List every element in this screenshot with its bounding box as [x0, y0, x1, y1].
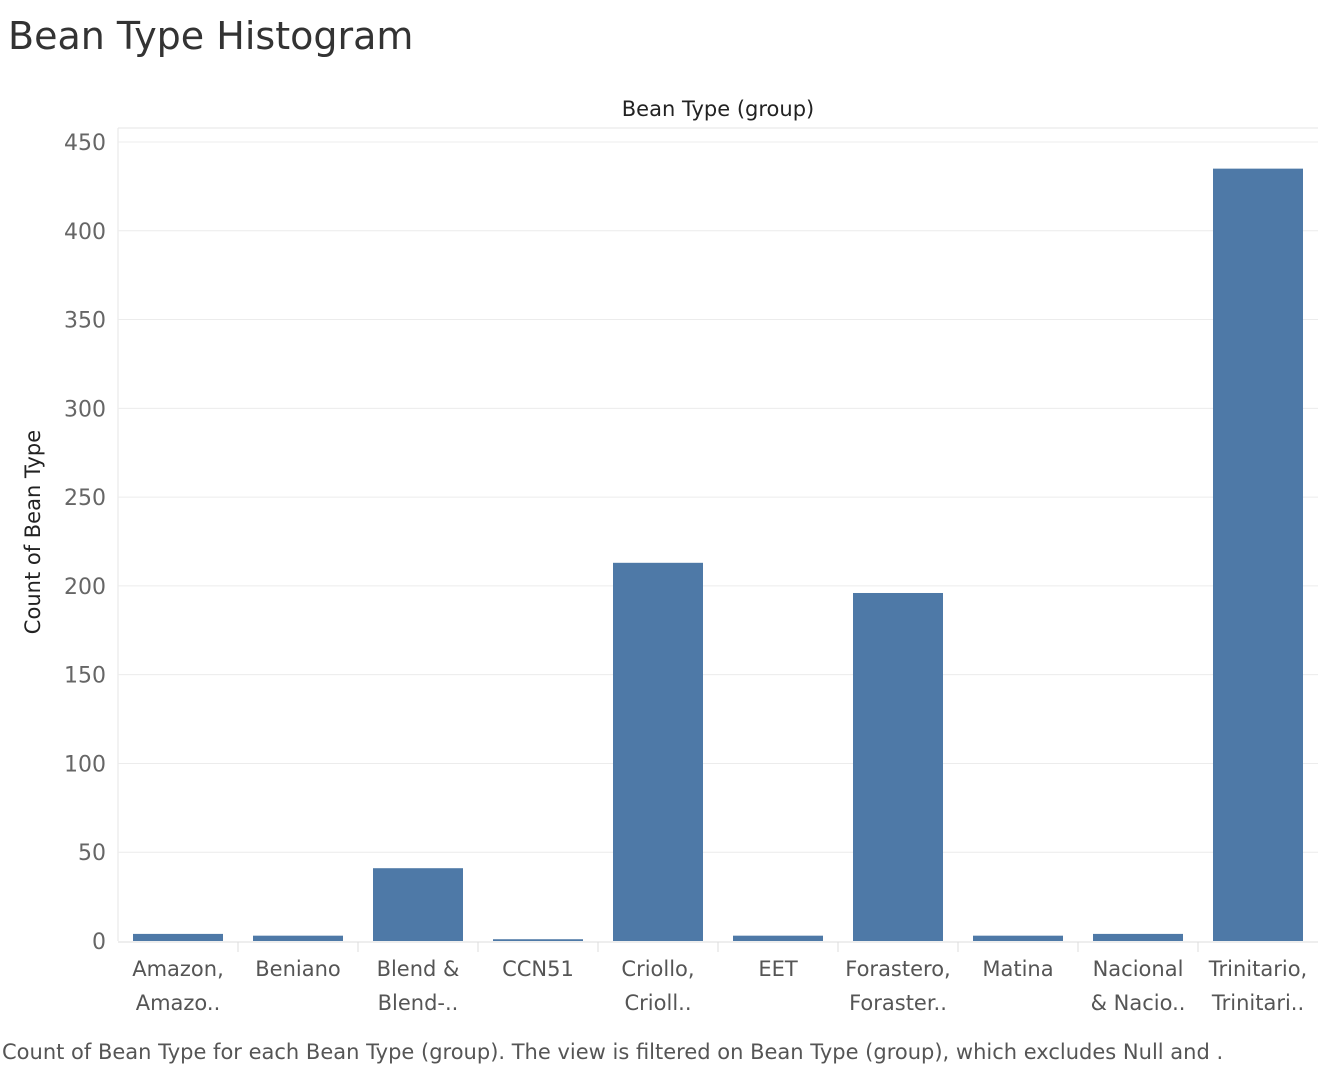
- x-tick-label: Nacional: [1093, 957, 1184, 981]
- bar: [733, 935, 823, 941]
- bar: [493, 939, 583, 941]
- x-tick-label: Crioll..: [625, 991, 692, 1015]
- x-tick-label: Criollo,: [621, 957, 694, 981]
- y-tick-label: 150: [64, 664, 106, 689]
- bar: [613, 562, 703, 941]
- x-tick-label: Trinitari..: [1211, 991, 1304, 1015]
- x-tick-label: Trinitario,: [1208, 957, 1307, 981]
- bar: [1093, 933, 1183, 941]
- x-tick-label: Amazo..: [136, 991, 221, 1015]
- y-axis-title: Count of Bean Type: [21, 430, 45, 634]
- y-tick-label: 450: [64, 131, 106, 156]
- bar: [133, 933, 223, 941]
- x-tick-label: Amazon,: [132, 957, 224, 981]
- x-tick-label: Foraster..: [849, 991, 947, 1015]
- x-tick-label: Forastero,: [845, 957, 950, 981]
- y-tick-label: 250: [64, 486, 106, 511]
- bar: [373, 868, 463, 941]
- bar-chart: Bean Type (group) 0 50 100 150 200 250 300 350 40…: [21, 97, 1318, 1015]
- y-tick-label: 300: [64, 397, 106, 422]
- x-axis-header-label: Bean Type (group): [622, 97, 814, 121]
- bar: [853, 592, 943, 941]
- x-tick-label: & Nacio..: [1091, 991, 1186, 1015]
- y-tick-label: 400: [64, 220, 106, 245]
- y-tick-label: 100: [64, 752, 106, 777]
- y-tick-label: 350: [64, 309, 106, 334]
- chart-caption: Count of Bean Type for each Bean Type (g…: [2, 1040, 1224, 1064]
- y-tick-label: 200: [64, 575, 106, 600]
- x-tick-label: Beniano: [255, 957, 341, 981]
- y-tick-label: 50: [78, 841, 106, 866]
- bar: [1213, 168, 1303, 942]
- x-tick-label: CCN51: [502, 957, 574, 981]
- chart-title: Bean Type Histogram: [8, 14, 414, 58]
- x-tick-label: EET: [758, 957, 798, 981]
- x-tick-label: Matina: [982, 957, 1053, 981]
- bar: [973, 935, 1063, 941]
- x-tick-label: Blend-..: [378, 991, 459, 1015]
- y-tick-label: 0: [92, 930, 106, 955]
- x-tick-label: Blend &: [377, 957, 460, 981]
- bar: [253, 935, 343, 941]
